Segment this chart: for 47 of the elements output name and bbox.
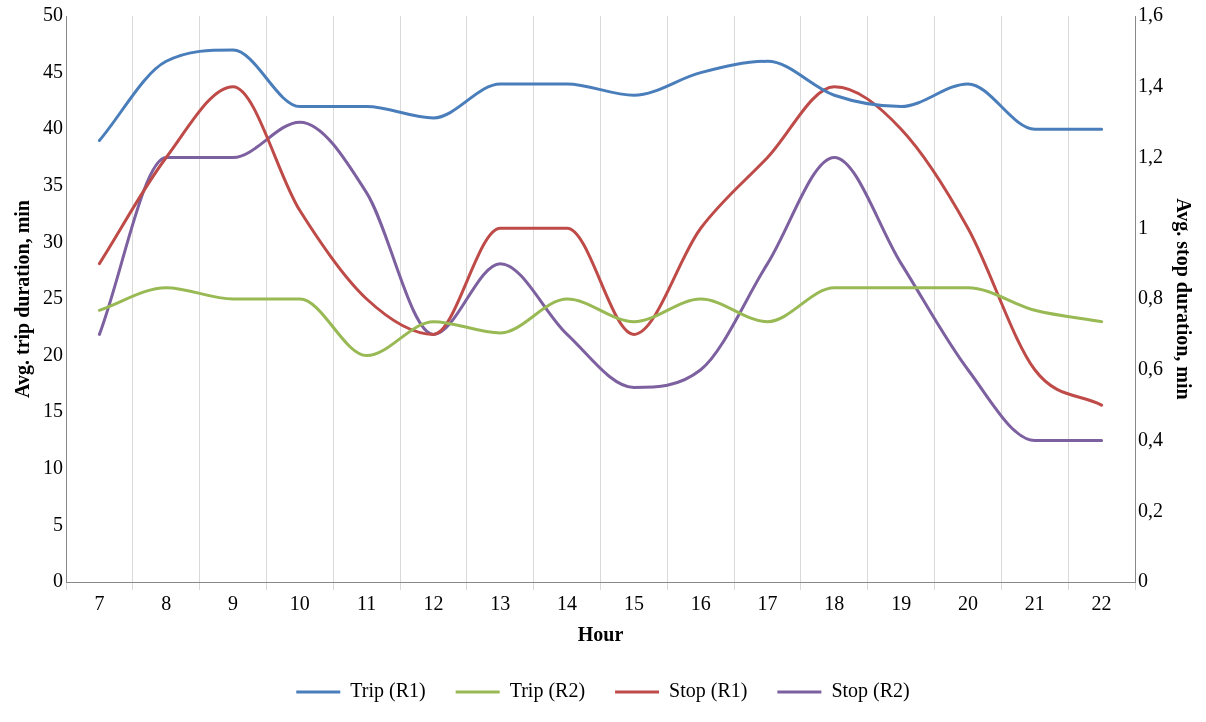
y-tick-label: 10 (43, 456, 63, 479)
y2-tick-label: 1,2 (1138, 144, 1163, 167)
x-tick-label: 8 (161, 592, 172, 615)
x-tick-label: 11 (357, 592, 377, 615)
y-tick-label: 0 (53, 569, 63, 592)
x-tick-label: 22 (1091, 592, 1112, 615)
y2-tick-label: 1 (1138, 215, 1148, 238)
x-tick-label: 15 (623, 592, 644, 615)
x-tick-label: 12 (423, 592, 444, 615)
x-tick-label: 17 (757, 592, 778, 615)
x-tick-label: 18 (824, 592, 845, 615)
legend-label: Trip (R2) (509, 679, 586, 703)
y2-tick-label: 0 (1138, 569, 1148, 592)
y-tick-label: 5 (53, 512, 63, 535)
y-tick-label: 15 (43, 399, 63, 422)
x-tick-label: 16 (690, 592, 711, 615)
x-tick-label: 10 (289, 592, 310, 615)
y-axis-title: Avg. trip duration, min (11, 200, 35, 398)
legend-label: Stop (R2) (831, 679, 910, 703)
line-series (97, 120, 1104, 442)
line-series (97, 48, 1104, 143)
y2-axis-title: Avg. stop duration, min (1171, 198, 1195, 400)
x-axis-title: Hour (577, 623, 624, 646)
y-tick-label: 30 (43, 229, 63, 252)
x-tick-label: 9 (228, 592, 239, 615)
x-tick-label: 7 (94, 592, 105, 615)
x-tick-label: 13 (490, 592, 511, 615)
x-tick-label: 20 (957, 592, 978, 615)
y-tick-label: 35 (43, 173, 63, 196)
x-tick-label: 14 (557, 592, 578, 615)
y-tick-label: 45 (43, 59, 63, 82)
y2-tick-label: 0,4 (1138, 427, 1163, 450)
line-series (97, 85, 1104, 407)
y2-tick-label: 1,4 (1138, 74, 1163, 96)
x-tick-label: 19 (891, 592, 912, 615)
y-tick-label: 25 (43, 286, 63, 309)
line-series (97, 286, 1104, 358)
legend-label: Trip (R1) (350, 679, 426, 703)
y-tick-label: 40 (43, 116, 63, 139)
y2-tick-label: 0,8 (1138, 286, 1163, 309)
y2-tick-label: 0,2 (1138, 498, 1163, 521)
y-tick-label: 50 (43, 3, 63, 26)
y-tick-label: 20 (43, 342, 63, 365)
x-tick-label: 21 (1024, 592, 1045, 615)
legend-label: Stop (R1) (669, 679, 748, 703)
y2-tick-label: 0,6 (1138, 357, 1163, 379)
y2-tick-label: 1,6 (1138, 3, 1163, 26)
